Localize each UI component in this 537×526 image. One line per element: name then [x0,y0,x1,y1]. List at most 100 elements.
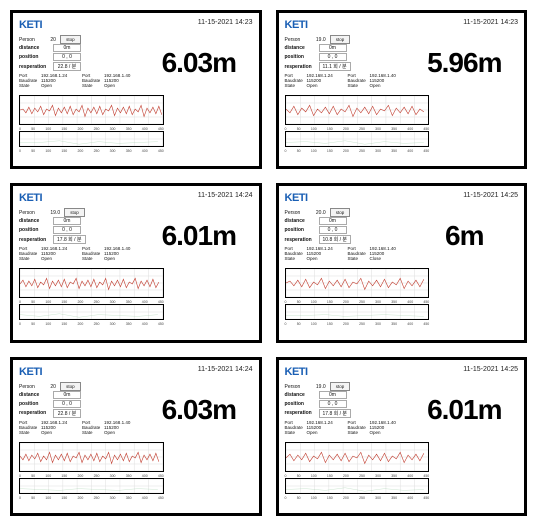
port-info: Port192.168.1.24 Baudrate115200 StateOpe… [285,420,407,435]
respiration-value: 10.8 회 / 분 [319,235,352,244]
signal-chart-main [285,442,430,472]
timestamp: 11-15-2021 14:23 [463,19,518,26]
info-column: Person 19.0 stop distance0m position0 , … [285,33,411,93]
person-label: Person [19,37,49,43]
distance-value: 0m [53,391,81,399]
position-label: position [285,54,319,60]
stop-button[interactable]: stop [330,35,351,44]
logo: KETI [285,192,308,204]
position-value: 0 , 0 [53,53,81,61]
distance-reading: 6.03m [145,380,252,440]
logo: KETI [19,19,42,31]
respiration-label: resperation [19,237,53,243]
signal-chart-main [19,442,164,472]
distance-label: distance [19,392,53,398]
signal-chart-secondary [19,304,164,320]
position-value: 0 , 0 [53,226,81,234]
respiration-label: resperation [19,64,53,70]
position-value: 0 , 0 [319,226,347,234]
person-id-value: 19.0 [50,210,60,216]
port1-state: Open [41,430,52,435]
person-id-value: 19.0 [316,37,326,43]
measurement-panel: KETI 11-15-2021 14:25 Person 19.0 stop d… [276,357,528,516]
port1-state: Open [307,83,318,88]
measurement-panel: KETI 11-15-2021 14:23 Person 19.0 stop d… [276,10,528,169]
stop-button[interactable]: stop [64,208,85,217]
chart2-xticks: 050100150200250300350400450 [285,496,430,500]
logo: KETI [19,366,42,378]
distance-reading: 5.96m [411,33,518,93]
person-id-value: 20.0 [316,210,326,216]
distance-value: 0m [319,391,347,399]
stop-button[interactable]: stop [60,382,81,391]
chart2-xticks: 050100150200250300350400450 [285,322,430,326]
port2-state: Open [370,83,381,88]
stop-button[interactable]: stop [60,35,81,44]
position-label: position [285,227,319,233]
signal-chart-secondary [285,478,430,494]
port1-state: Open [307,256,318,261]
respiration-label: resperation [285,237,319,243]
signal-chart-secondary [285,304,430,320]
logo: KETI [19,192,42,204]
port-info: Port192.168.1.24 Baudrate115200 StateOpe… [19,73,141,88]
info-column: Person 19.0 stop distance0m position0 , … [285,380,411,440]
position-value: 0 , 0 [53,400,81,408]
respiration-value: 22.8 / 분 [53,62,81,71]
distance-label: distance [285,218,319,224]
info-column: Person 20 stop distance0m position0 , 0 … [19,380,145,440]
info-column: Person 20 stop distance0m position0 , 0 … [19,33,145,93]
distance-reading: 6m [411,206,518,266]
position-label: position [19,227,53,233]
respiration-value: 22.8 / 분 [53,409,81,418]
respiration-label: resperation [19,410,53,416]
stop-button[interactable]: stop [330,382,351,391]
chart2-xticks: 050100150200250300350400450 [19,322,164,326]
respiration-label: resperation [285,64,319,70]
port2-state: Open [104,83,115,88]
stop-button[interactable]: stop [330,208,351,217]
port2-state: Open [104,256,115,261]
distance-label: distance [19,45,53,51]
logo: KETI [285,19,308,31]
timestamp: 11-15-2021 14:23 [198,19,253,26]
port1-state: Open [307,430,318,435]
port-info: Port192.168.1.24 Baudrate115200 StateOpe… [19,420,141,435]
distance-reading: 6.01m [145,206,252,266]
port-info: Port192.168.1.24 Baudrate115200 StateOpe… [285,73,407,88]
signal-chart-secondary [19,478,164,494]
port1-state: Open [41,256,52,261]
port-info: Port192.168.1.24 Baudrate115200 StateOpe… [19,246,141,261]
distance-reading: 6.01m [411,380,518,440]
distance-label: distance [285,45,319,51]
position-label: position [19,401,53,407]
distance-label: distance [285,392,319,398]
timestamp: 11-15-2021 14:25 [463,192,518,199]
signal-chart-main [19,95,164,125]
distance-value: 0m [53,217,81,225]
signal-chart-secondary [285,131,430,147]
measurement-panel: KETI 11-15-2021 14:25 Person 20.0 stop d… [276,183,528,342]
person-label: Person [285,37,315,43]
person-id-value: 20 [50,384,56,390]
port2-state: Open [370,430,381,435]
port1-state: Open [41,83,52,88]
position-value: 0 , 0 [319,53,347,61]
distance-reading: 6.03m [145,33,252,93]
person-id-value: 19.0 [316,384,326,390]
port-info: Port192.168.1.24 Baudrate115200 StateOpe… [285,246,407,261]
timestamp: 11-15-2021 14:25 [463,366,518,373]
chart2-xticks: 050100150200250300350400450 [19,496,164,500]
port2-state: Close [370,256,382,261]
measurement-panel: KETI 11-15-2021 14:24 Person 20 stop dis… [10,357,262,516]
person-label: Person [285,210,315,216]
person-label: Person [19,210,49,216]
distance-value: 0m [53,44,81,52]
measurement-panel: KETI 11-15-2021 14:23 Person 20 stop dis… [10,10,262,169]
signal-chart-main [19,268,164,298]
respiration-value: 11.1 회 / 분 [319,62,351,71]
position-label: position [19,54,53,60]
info-column: Person 20.0 stop distance0m position0 , … [285,206,411,266]
person-label: Person [19,384,49,390]
distance-value: 0m [319,217,347,225]
